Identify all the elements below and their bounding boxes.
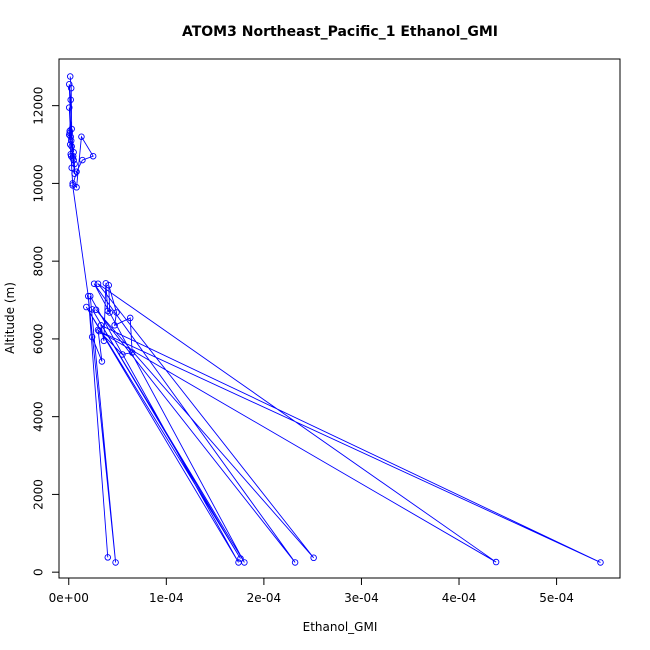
data-point: [66, 73, 74, 80]
data-point: [67, 84, 75, 92]
x-axis-label: Ethanol_GMI: [303, 620, 378, 634]
data-point: [98, 358, 106, 365]
x-tick-label: 1e-04: [149, 591, 184, 605]
data-point: [94, 326, 102, 334]
chart-title: ATOM3 Northeast_Pacific_1 Ethanol_GMI: [182, 24, 498, 40]
data-point: [97, 322, 105, 329]
y-tick-label: 10000: [32, 164, 46, 202]
data-point: [113, 309, 120, 316]
data-point: [68, 164, 75, 172]
data-point: [597, 559, 604, 566]
data-point: [88, 333, 96, 341]
y-tick-label: 0: [32, 568, 46, 576]
data-point: [112, 559, 119, 566]
data-point: [106, 309, 113, 316]
data-point: [66, 127, 73, 135]
data-point: [65, 104, 73, 111]
data-point: [119, 351, 126, 358]
data-point: [128, 349, 136, 356]
data-point: [95, 327, 103, 335]
data-point: [68, 125, 75, 133]
data-point: [79, 156, 86, 164]
data-point: [104, 554, 112, 561]
data-point: [69, 182, 76, 189]
y-axis-label: Altitude (m): [3, 282, 17, 354]
data-point: [94, 280, 102, 287]
data-point: [71, 170, 78, 177]
data-point: [100, 337, 108, 345]
data-point: [88, 306, 96, 313]
x-tick-label: 4e-04: [442, 591, 477, 605]
data-point: [237, 555, 244, 562]
data-point: [492, 558, 500, 566]
data-point: [105, 282, 113, 289]
data-point: [241, 559, 248, 566]
x-tick-label: 0e+00: [49, 591, 89, 605]
data-point: [126, 314, 134, 322]
x-tick-label: 3e-04: [344, 591, 379, 605]
data-point: [73, 184, 80, 191]
data-point: [111, 322, 118, 329]
data-point: [90, 280, 98, 287]
x-tick-label: 5e-04: [539, 591, 574, 605]
data-point: [67, 152, 75, 160]
data-point: [68, 143, 75, 150]
data-point: [83, 303, 90, 311]
data-point: [67, 96, 74, 104]
y-tick-label: 8000: [32, 246, 46, 277]
data-point: [69, 180, 76, 187]
plot-frame: [58, 58, 621, 579]
data-point: [78, 133, 85, 141]
x-tick-label: 2e-04: [247, 591, 282, 605]
data-point: [310, 554, 317, 562]
data-point: [73, 168, 80, 175]
data-point: [66, 141, 74, 148]
data-point: [65, 131, 73, 139]
series-line: [68, 76, 601, 563]
data-point: [92, 306, 100, 314]
data-point: [89, 152, 97, 160]
data-point: [85, 292, 92, 300]
data-point: [86, 292, 94, 300]
series-lines: [68, 76, 601, 563]
data-point: [65, 81, 73, 88]
data-point: [104, 307, 112, 315]
y-tick-label: 6000: [32, 324, 46, 355]
y-tick-label: 2000: [32, 479, 46, 510]
series-points: [65, 73, 604, 566]
y-tick-label: 12000: [32, 87, 46, 125]
data-point: [291, 559, 299, 566]
y-tick-label: 4000: [32, 401, 46, 432]
axes: 0e+00 1e-04 2e-04 3e-04 4e-04 5e-04 0 2000 4000 6…: [32, 87, 574, 605]
